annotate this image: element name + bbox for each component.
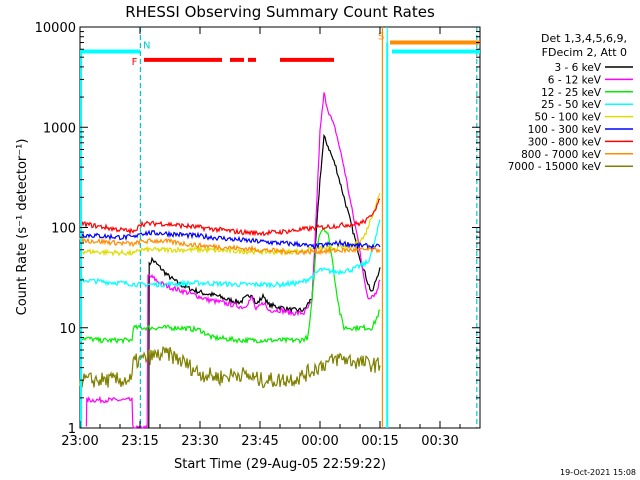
- x-axis-label: Start Time (29-Aug-05 22:59:22): [174, 457, 386, 472]
- y-tick-label-2: 100: [51, 222, 76, 237]
- legend-label-1: 6 - 12 keV: [548, 74, 602, 86]
- chart-title: RHESSI Observing Summary Count Rates: [125, 3, 435, 21]
- flags-layer: NF S: [80, 27, 480, 428]
- legend-label-2: 12 - 25 keV: [541, 87, 602, 99]
- legend-label-4: 50 - 100 keV: [534, 112, 601, 124]
- legend-label-0: 3 - 6 keV: [554, 62, 601, 74]
- series-line-2: [80, 226, 381, 345]
- flag-label-S: S: [378, 32, 384, 43]
- flag-label-F: F: [132, 57, 138, 68]
- x-tick-label-5: 00:15: [361, 434, 398, 449]
- x-tick-label-4: 00:00: [301, 434, 338, 449]
- legend-label-3: 25 - 50 keV: [541, 99, 602, 111]
- y-tick-label-4: 10000: [35, 21, 76, 36]
- series-line-5: [80, 229, 381, 251]
- legend-label-8: 7000 - 15000 keV: [508, 161, 602, 173]
- y-tick-label-3: 1000: [43, 121, 76, 136]
- legend-label-6: 300 - 800 keV: [528, 136, 602, 148]
- x-tick-label-0: 23:00: [61, 434, 98, 449]
- datestamp: 19-Oct-2021 15:08: [560, 468, 636, 477]
- series-line-8: [79, 345, 381, 389]
- series-line-3: [79, 219, 381, 290]
- y-tick-label-0: 1: [68, 422, 76, 437]
- x-tick-label-3: 23:45: [241, 434, 278, 449]
- flag-label-N: N: [143, 40, 150, 51]
- series-line-6: [79, 198, 381, 237]
- legend: Det 1,3,4,5,6,9,FDecim 2, Att 0 3 - 6 keV…: [508, 32, 633, 173]
- x-tick-label-6: 00:30: [421, 434, 458, 449]
- legend-header-0: Det 1,3,4,5,6,9,: [541, 32, 627, 45]
- series-line-7: [79, 237, 381, 256]
- series-line-1: [85, 92, 381, 430]
- legend-label-7: 800 - 7000 keV: [521, 149, 602, 161]
- axes-layer: 23:00 23:15 23:30 23:45 00:00 00:15 00:30 1 10 10…: [35, 21, 481, 449]
- series-line-4: [79, 192, 381, 257]
- legend-header-1: FDecim 2, Att 0: [542, 46, 627, 59]
- x-tick-label-1: 23:15: [121, 434, 158, 449]
- x-tick-label-2: 23:30: [181, 434, 218, 449]
- series-layer: [79, 92, 381, 430]
- y-tick-label-1: 10: [59, 322, 76, 337]
- y-axis-label: Count Rate (s⁻¹ detector⁻¹): [15, 139, 30, 316]
- legend-label-5: 100 - 300 keV: [528, 124, 602, 136]
